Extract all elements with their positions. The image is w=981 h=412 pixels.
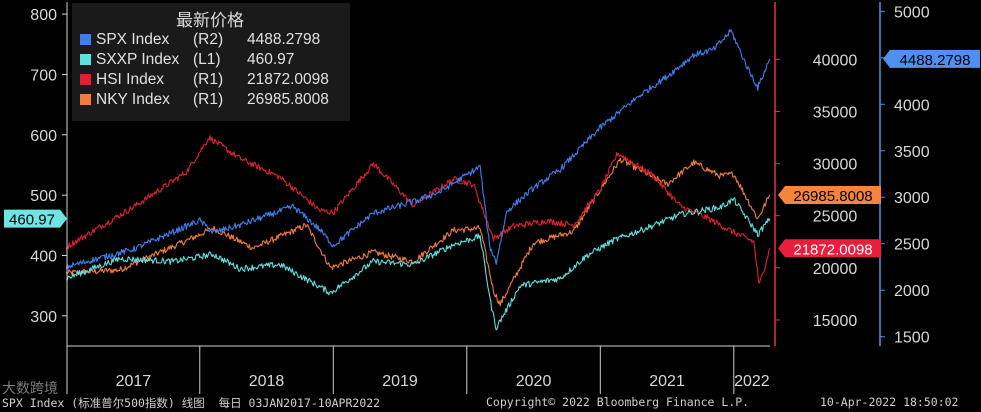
y-left-tick-label: 400 (30, 248, 57, 265)
sxxp-last-label-text: 460.97 (9, 212, 55, 229)
y-r2-tick-label: 1500 (894, 330, 930, 347)
x-tick-label: 2017 (116, 373, 152, 390)
y-r1-tick-label: 35000 (813, 104, 858, 121)
legend-series-name: SPX Index (96, 31, 169, 48)
y-r2-tick-label: 2500 (894, 237, 930, 254)
x-tick-label: 2019 (382, 373, 418, 390)
y-r2-tick-label: 2000 (894, 283, 930, 300)
hsi-last-label-box (778, 239, 881, 258)
legend-series-axis: (R1) (193, 71, 223, 88)
legend-series-value: 4488.2798 (247, 31, 320, 48)
sxxp-last-label-box (4, 209, 67, 228)
legend-series-value: 26985.8008 (247, 91, 329, 108)
nky-last-label-box (778, 185, 881, 204)
y-left-tick-label: 800 (30, 7, 57, 24)
axes: 2017 2018 2019 2020 2021 2022 300 400 500 600 700 8… (30, 2, 930, 394)
legend-swatch (80, 54, 91, 65)
y-r1-tick-label: 15000 (813, 313, 858, 330)
nky-last-label-text: 26985.8008 (793, 188, 872, 205)
legend-swatch (80, 34, 91, 45)
spx-last-label-box (883, 49, 980, 68)
x-tick-label: 2021 (649, 373, 685, 390)
x-tick-label: 2020 (516, 373, 552, 390)
legend-swatch (80, 94, 91, 105)
series-line-spx (65, 29, 771, 270)
legend-series-value: 21872.0098 (247, 71, 329, 88)
y-r2-tick-label: 3500 (894, 144, 930, 161)
legend-background (72, 3, 350, 121)
y-r2-tick-label: 5000 (894, 4, 930, 21)
footer-description: SPX Index (标准普尔500指数) 线图 每日 03JAN2017-10… (2, 396, 381, 410)
legend-series-name: HSI Index (96, 71, 164, 88)
legend: 最新价格 SPX Index (R2) 4488.2798 SXXP Index (L1)… (72, 3, 350, 121)
legend-series-axis: (L1) (193, 51, 221, 68)
y-left-tick-label: 500 (30, 188, 57, 205)
chart-canvas: 2017 2018 2019 2020 2021 2022 300 400 500 600 700 8… (4, 2, 980, 394)
y-r1-tick-label: 20000 (813, 261, 858, 278)
y-r2-tick-label: 4000 (894, 97, 930, 114)
plot-area (65, 29, 771, 331)
hsi-last-label: 21872.0098 (778, 239, 881, 258)
footer: SPX Index (标准普尔500指数) 线图 每日 03JAN2017-10… (0, 394, 981, 412)
x-tick-label: 2022 (734, 373, 770, 390)
x-tick-label: 2018 (249, 373, 285, 390)
y-r1-tick-label: 30000 (813, 157, 858, 174)
footer-copyright: Copyright© 2022 Bloomberg Finance L.P. (486, 395, 750, 409)
legend-title: 最新价格 (176, 11, 244, 31)
series-line-nky (65, 157, 771, 307)
legend-series-axis: (R2) (193, 31, 223, 48)
legend-series-name: SXXP Index (96, 51, 180, 68)
sxxp-last-label: 460.97 (4, 209, 67, 229)
nky-last-label: 26985.8008 (778, 185, 881, 205)
legend-swatch (80, 74, 91, 85)
y-r1-tick-label: 25000 (813, 209, 858, 226)
spx-last-label: 4488.2798 (883, 49, 980, 69)
legend-series-value: 460.97 (247, 51, 294, 68)
y-left-tick-label: 300 (30, 309, 57, 326)
watermark: 大数跨境 (2, 381, 58, 397)
series-line-sxxp (65, 197, 771, 331)
last-value-labels: 4488.2798 21872.0098 26985.8008 460.97 (4, 49, 980, 258)
y-r1-tick-label: 40000 (813, 52, 858, 69)
legend-series-axis: (R1) (193, 91, 223, 108)
y-left-tick-label: 600 (30, 128, 57, 145)
spx-last-label-text: 4488.2798 (900, 52, 971, 69)
footer-timestamp: 10-Apr-2022 18:50:02 (820, 395, 959, 409)
legend-series-name: NKY Index (96, 91, 170, 108)
y-left-tick-label: 700 (30, 67, 57, 84)
hsi-last-label-text: 21872.0098 (793, 241, 872, 258)
y-r2-tick-label: 3000 (894, 190, 930, 207)
